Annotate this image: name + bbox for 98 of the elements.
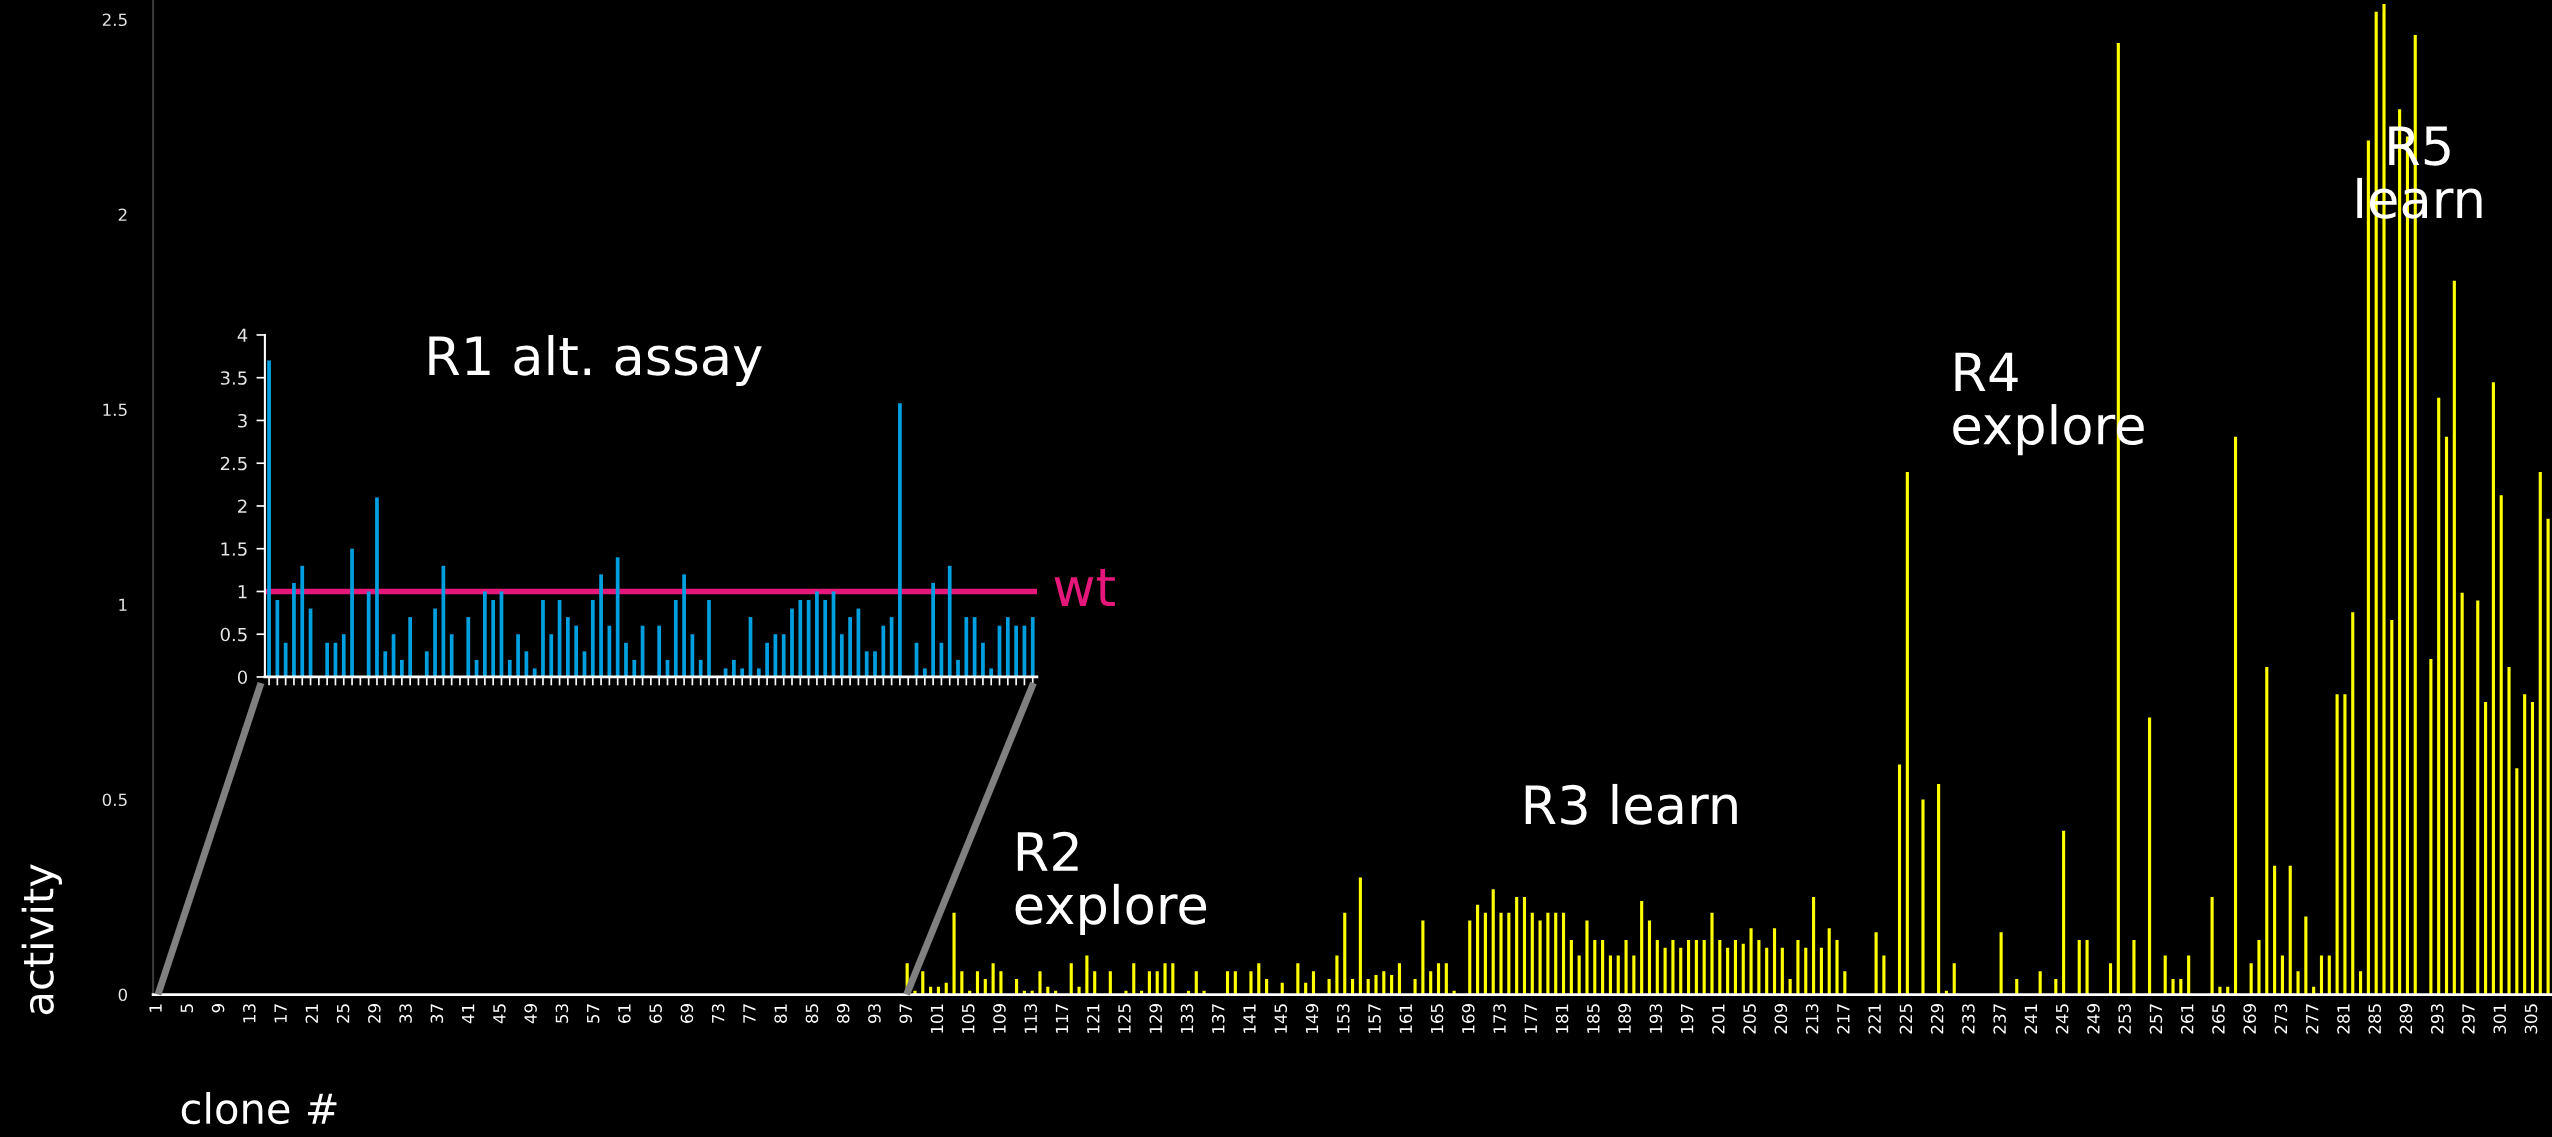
x-tick-label: 205 bbox=[1743, 1004, 1756, 1034]
y-tick-label: 3.5 bbox=[220, 371, 247, 385]
x-tick-label: 209 bbox=[1774, 1004, 1788, 1034]
x-tick-label: 157 bbox=[1368, 1004, 1381, 1033]
x-tick-label: 49 bbox=[524, 1004, 537, 1024]
x-tick-label: 281 bbox=[2337, 1004, 2350, 1034]
x-tick-label: 261 bbox=[2180, 1004, 2194, 1034]
x-tick-label: 73 bbox=[711, 1004, 725, 1023]
x-tick-label: 97 bbox=[899, 1004, 912, 1024]
y-tick-label: 1.5 bbox=[103, 403, 127, 417]
x-tick-label: 101 bbox=[930, 1004, 944, 1033]
x-tick-label: 113 bbox=[1024, 1004, 1038, 1033]
x-tick-label: 53 bbox=[555, 1004, 569, 1023]
x-tick-label: 177 bbox=[1524, 1004, 1537, 1033]
annotation: R2 explore bbox=[1015, 831, 1207, 935]
x-tick-label: 237 bbox=[1993, 1004, 2006, 1034]
y-tick-label: 0 bbox=[237, 670, 248, 685]
y-tick-label: 0.5 bbox=[220, 627, 247, 642]
x-tick-label: 1 bbox=[149, 1004, 162, 1012]
chart-title: R1 alt. assay bbox=[429, 334, 762, 387]
x-tick-label: 249 bbox=[2087, 1004, 2100, 1034]
x-tick-label: 21 bbox=[305, 1004, 318, 1023]
x-tick-label: 85 bbox=[805, 1004, 819, 1023]
x-tick-label: 65 bbox=[649, 1004, 662, 1023]
x-tick-label: 181 bbox=[1555, 1004, 1569, 1033]
x-tick-label: 165 bbox=[1430, 1004, 1444, 1033]
x-tick-label: 285 bbox=[2368, 1004, 2382, 1034]
x-tick-label: 201 bbox=[1712, 1004, 1725, 1034]
x-tick-label: 193 bbox=[1649, 1004, 1663, 1033]
y-tick-label: 0.5 bbox=[102, 793, 127, 807]
x-tick-label: 277 bbox=[2305, 1004, 2319, 1034]
x-tick-label: 297 bbox=[2462, 1004, 2475, 1034]
x-tick-label: 17 bbox=[274, 1004, 287, 1023]
x-tick-label: 225 bbox=[1899, 1004, 1913, 1034]
x-tick-label: 57 bbox=[587, 1004, 600, 1023]
x-tick-label: 301 bbox=[2493, 1004, 2507, 1034]
x-tick-label: 269 bbox=[2243, 1004, 2256, 1034]
x-tick-label: 5 bbox=[180, 1004, 194, 1013]
x-tick-label: 185 bbox=[1587, 1004, 1600, 1033]
y-tick-label: 2 bbox=[118, 208, 127, 221]
x-tick-label: 153 bbox=[1336, 1004, 1350, 1033]
x-tick-label: 29 bbox=[368, 1004, 381, 1023]
y-tick-label: 1 bbox=[119, 598, 127, 611]
y-tick-label: 3 bbox=[238, 413, 247, 428]
y-tick-label: 2 bbox=[238, 499, 247, 513]
x-tick-label: 93 bbox=[868, 1004, 881, 1024]
x-tick-label: 125 bbox=[1118, 1004, 1131, 1033]
x-tick-label: 61 bbox=[618, 1004, 631, 1023]
x-tick-label: 217 bbox=[1837, 1004, 1850, 1034]
x-tick-label: 69 bbox=[680, 1004, 694, 1023]
x-tick-label: 233 bbox=[1962, 1004, 1975, 1034]
annotation: R3 learn bbox=[1525, 783, 1737, 825]
x-tick-label: 25 bbox=[336, 1004, 350, 1023]
x-tick-label: 89 bbox=[836, 1004, 850, 1023]
x-tick-label: 141 bbox=[1243, 1004, 1256, 1033]
x-tick-label: 37 bbox=[430, 1004, 444, 1023]
y-tick-label: 2.5 bbox=[102, 13, 127, 27]
x-tick-label: 149 bbox=[1305, 1004, 1319, 1033]
x-tick-label: 221 bbox=[1868, 1004, 1881, 1034]
y-tick-label: 1.5 bbox=[221, 542, 247, 556]
x-tick-label: 129 bbox=[1149, 1004, 1163, 1033]
x-tick-label: 105 bbox=[961, 1004, 975, 1033]
x-tick-label: 213 bbox=[1805, 1004, 1819, 1034]
x-tick-label: 81 bbox=[774, 1004, 787, 1023]
x-tick-label: 253 bbox=[2118, 1004, 2131, 1034]
x-tick-label: 33 bbox=[399, 1004, 412, 1023]
x-tick-label: 245 bbox=[2055, 1004, 2069, 1034]
x-tick-label: 137 bbox=[1211, 1004, 1225, 1033]
x-tick-label: 13 bbox=[243, 1004, 256, 1023]
x-tick-label: 241 bbox=[2024, 1004, 2037, 1034]
x-tick-label: 189 bbox=[1618, 1004, 1631, 1033]
x-tick-label: 117 bbox=[1055, 1004, 1069, 1033]
x-tick-label: 133 bbox=[1180, 1004, 1194, 1033]
x-tick-label: 305 bbox=[2524, 1004, 2538, 1034]
x-axis-title: clone # bbox=[181, 1092, 337, 1125]
x-tick-label: 9 bbox=[211, 1004, 225, 1013]
y-tick-label: 2.5 bbox=[220, 456, 247, 471]
x-tick-label: 145 bbox=[1274, 1004, 1288, 1033]
x-tick-label: 289 bbox=[2399, 1004, 2413, 1034]
x-tick-label: 265 bbox=[2212, 1004, 2225, 1034]
y-axis-title: activity bbox=[21, 864, 62, 1015]
x-tick-label: 273 bbox=[2274, 1004, 2288, 1034]
x-tick-label: 109 bbox=[993, 1004, 1006, 1033]
x-tick-label: 293 bbox=[2430, 1004, 2444, 1034]
y-tick-label: 0 bbox=[118, 988, 128, 1002]
ref-line-label: wt bbox=[1054, 568, 1115, 607]
x-tick-label: 173 bbox=[1493, 1004, 1506, 1033]
x-tick-label: 257 bbox=[2149, 1004, 2163, 1034]
y-tick-label: 1 bbox=[238, 585, 247, 599]
y-tick-label: 4 bbox=[237, 328, 248, 342]
x-tick-label: 161 bbox=[1399, 1004, 1413, 1033]
x-tick-label: 45 bbox=[493, 1004, 506, 1024]
x-tick-label: 77 bbox=[743, 1004, 756, 1023]
x-tick-label: 197 bbox=[1680, 1004, 1694, 1033]
x-tick-label: 229 bbox=[1930, 1004, 1944, 1034]
x-tick-label: 121 bbox=[1086, 1004, 1100, 1033]
x-tick-label: 41 bbox=[462, 1004, 475, 1024]
x-tick-label: 169 bbox=[1462, 1004, 1475, 1033]
